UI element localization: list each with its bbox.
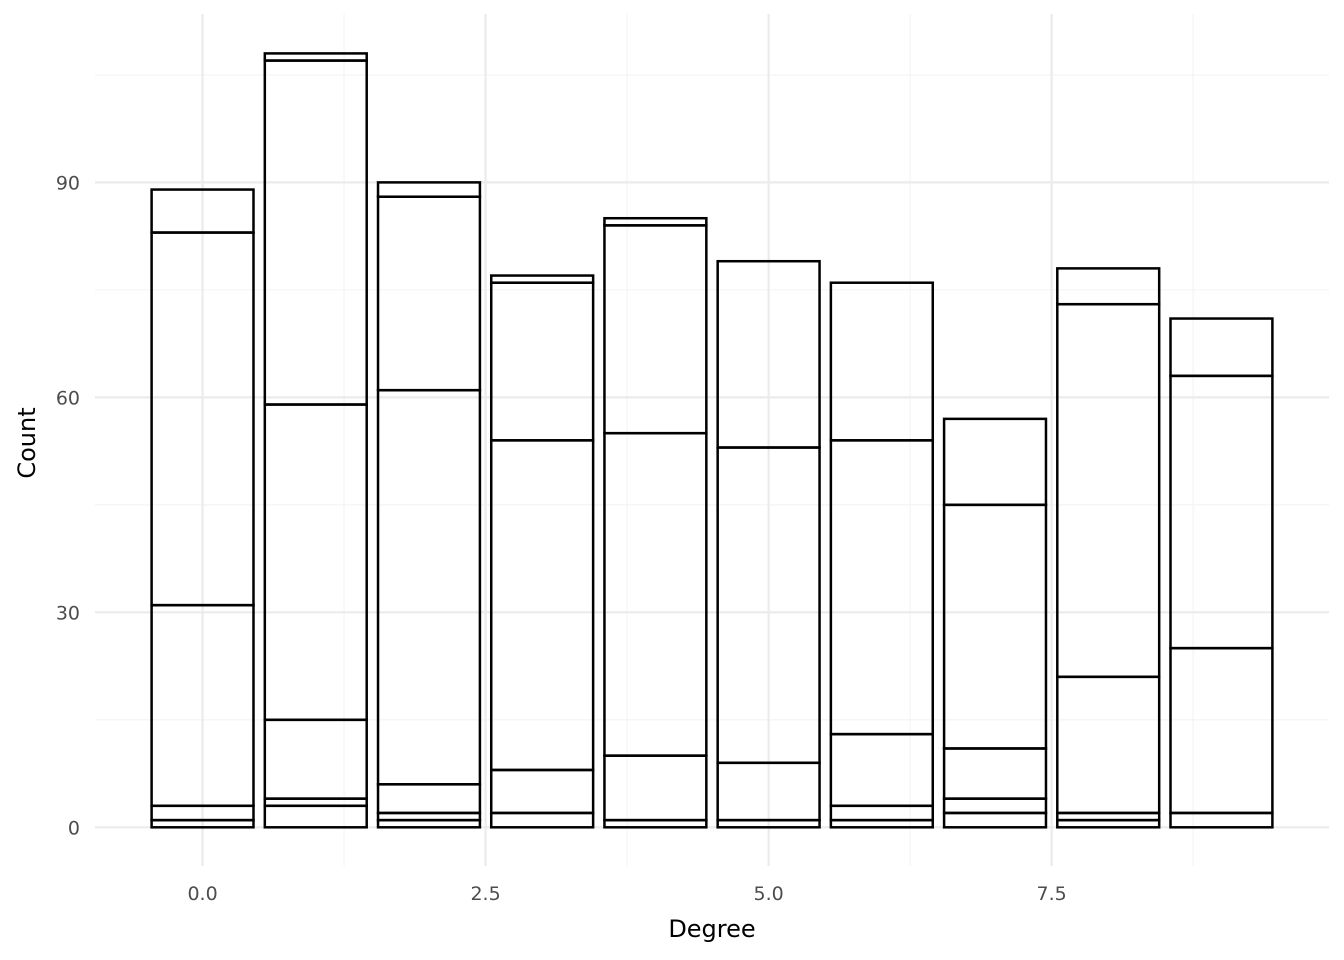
y-tick-label: 0 bbox=[68, 817, 80, 839]
bar-segment bbox=[150, 188, 255, 234]
bar-segment bbox=[376, 388, 482, 786]
bar-segment bbox=[376, 195, 482, 392]
x-axis-title: Degree bbox=[668, 915, 755, 943]
bar-segment bbox=[489, 768, 595, 815]
bar-stack bbox=[829, 281, 935, 829]
bar-segment bbox=[829, 439, 935, 736]
bar-segment bbox=[1169, 646, 1274, 815]
bar-stack bbox=[942, 417, 1048, 829]
bar-stack bbox=[263, 52, 368, 829]
bar-segment bbox=[1056, 267, 1161, 306]
bar-segment bbox=[942, 797, 1048, 815]
bar-segment bbox=[489, 811, 595, 829]
bar-segment bbox=[942, 417, 1048, 507]
bar-stack bbox=[603, 216, 708, 829]
tick-labels-layer: 0.0 2.5 5.0 7.5 0 30 60 90 bbox=[56, 172, 1067, 905]
bar-stack bbox=[1056, 267, 1161, 829]
bar-segment bbox=[829, 281, 935, 442]
bar-segment bbox=[1056, 675, 1161, 815]
bar-segment bbox=[1056, 302, 1161, 679]
bar-segment bbox=[489, 439, 595, 772]
bar-segment bbox=[489, 281, 595, 442]
bar-segment bbox=[376, 783, 482, 815]
x-tick-label: 7.5 bbox=[1037, 883, 1067, 905]
y-tick-label: 30 bbox=[56, 602, 80, 624]
bar-segment bbox=[942, 503, 1048, 750]
bar-stack bbox=[1169, 317, 1274, 829]
bar-stack bbox=[489, 274, 595, 829]
x-tick-label: 2.5 bbox=[470, 883, 500, 905]
bar-segment bbox=[263, 403, 368, 722]
bar-segment bbox=[489, 274, 595, 284]
bar-segment bbox=[603, 754, 708, 822]
bar-segment bbox=[829, 804, 935, 822]
bar-segment bbox=[603, 216, 708, 227]
bar-segment bbox=[942, 747, 1048, 800]
bar-segment bbox=[1169, 317, 1274, 378]
y-axis-title: Count bbox=[13, 407, 41, 478]
bar-stack bbox=[376, 181, 482, 829]
bar-segment bbox=[603, 224, 708, 435]
bar-segment bbox=[263, 59, 368, 406]
grid-layer bbox=[95, 14, 1329, 866]
y-tick-label: 60 bbox=[56, 387, 80, 409]
bar-stack bbox=[716, 259, 821, 829]
bar-segment bbox=[1169, 811, 1274, 829]
bar-segment bbox=[263, 718, 368, 800]
bar-segment bbox=[376, 181, 482, 198]
bar-segment bbox=[829, 732, 935, 808]
bar-segment bbox=[603, 431, 708, 757]
bar-segment bbox=[942, 811, 1048, 829]
bar-stack bbox=[150, 188, 255, 829]
bar-segment bbox=[263, 52, 368, 62]
bar-segment bbox=[716, 259, 821, 449]
bars-layer bbox=[150, 52, 1274, 829]
bar-segment bbox=[263, 804, 368, 829]
x-tick-label: 5.0 bbox=[753, 883, 783, 905]
y-tick-label: 90 bbox=[56, 172, 80, 194]
bar-segment bbox=[1169, 374, 1274, 650]
x-tick-label: 0.0 bbox=[187, 883, 217, 905]
